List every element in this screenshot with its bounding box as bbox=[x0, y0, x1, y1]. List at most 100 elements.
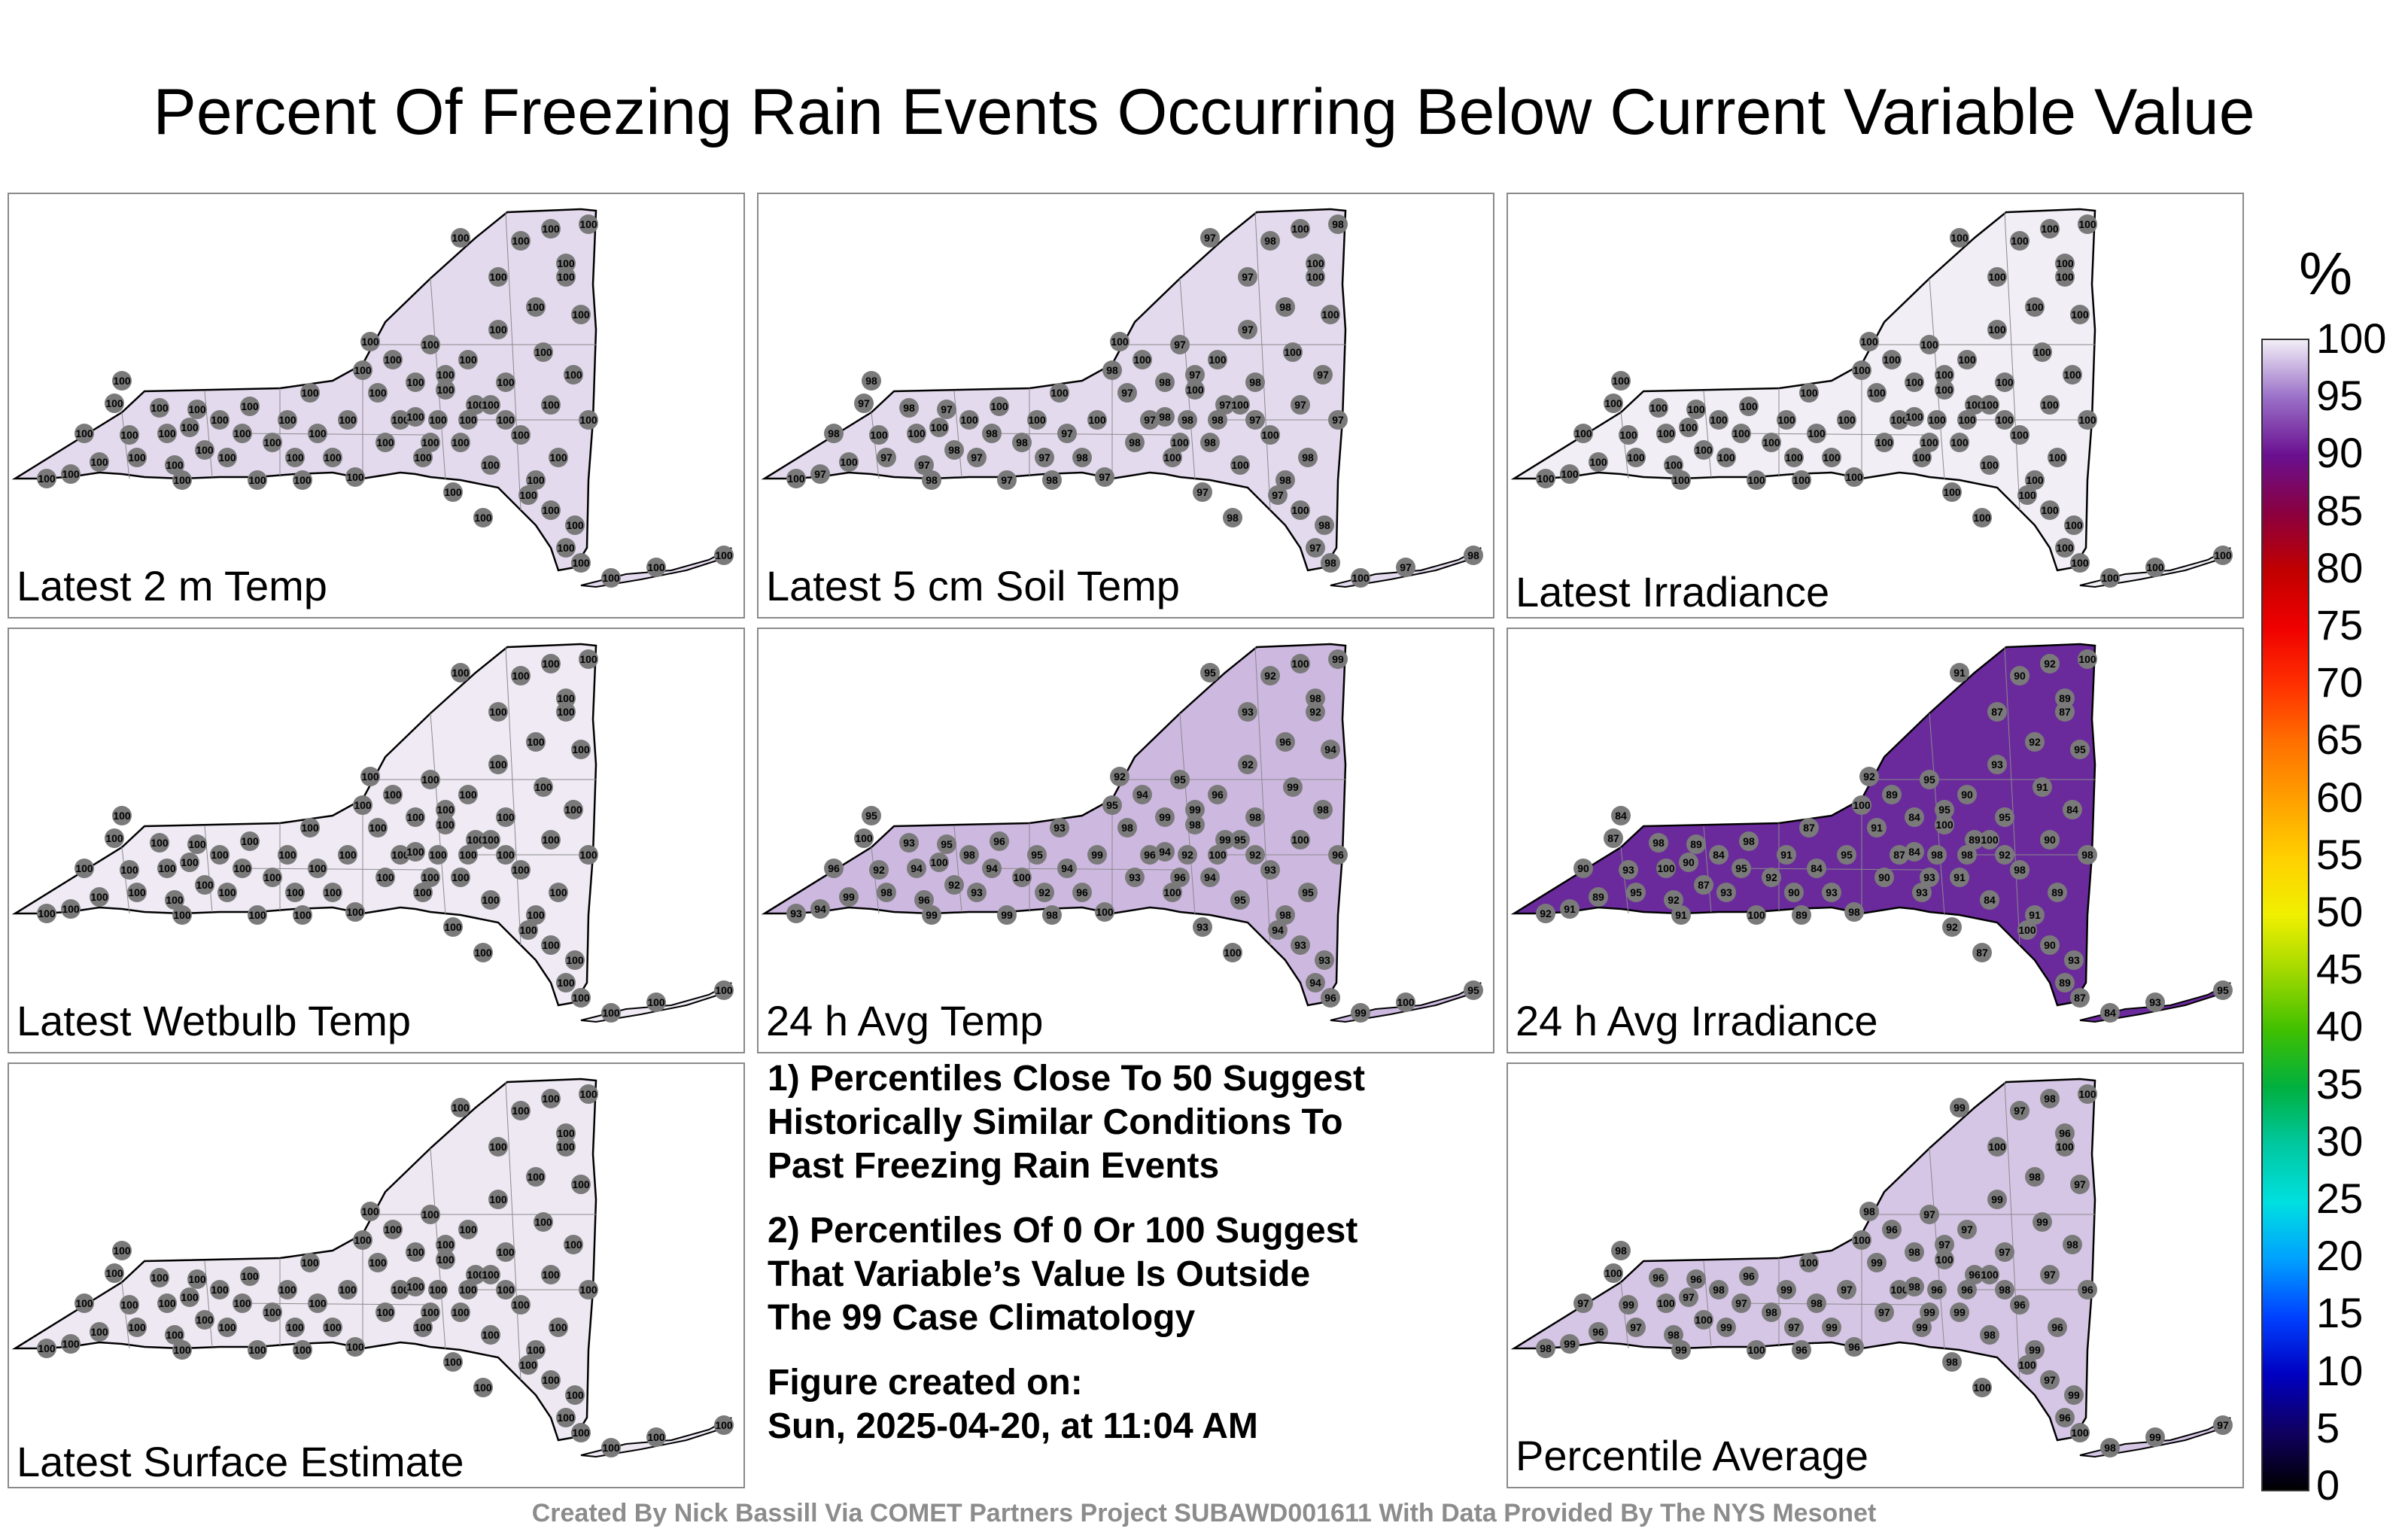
station-value: 100 bbox=[1163, 886, 1181, 898]
station-value: 100 bbox=[489, 706, 507, 718]
station-dot bbox=[564, 365, 583, 385]
station-value: 100 bbox=[241, 1270, 259, 1282]
station-value: 100 bbox=[579, 218, 597, 230]
station-value: 100 bbox=[930, 421, 948, 433]
station-marker: 84 bbox=[2100, 1003, 2120, 1023]
station-dot bbox=[165, 890, 184, 910]
station-value: 100 bbox=[421, 1306, 439, 1318]
station-dot bbox=[1072, 883, 1092, 902]
station-dot bbox=[1110, 767, 1130, 786]
station-value: 100 bbox=[647, 996, 665, 1008]
station-value: 100 bbox=[787, 473, 805, 485]
station-marker: 98 bbox=[1275, 470, 1295, 490]
station-dot bbox=[982, 424, 1002, 443]
station-marker: 100 bbox=[571, 740, 591, 759]
station-marker: 99 bbox=[1950, 1302, 1969, 1322]
station-value: 98 bbox=[1159, 411, 1171, 423]
station-marker: 100 bbox=[1732, 424, 1751, 443]
station-dot bbox=[1679, 853, 1698, 872]
station-value: 99 bbox=[1287, 781, 1299, 793]
station-dot bbox=[406, 407, 425, 427]
station-value: 90 bbox=[1961, 789, 1973, 801]
station-dot bbox=[1133, 785, 1152, 804]
station-marker: 100 bbox=[2048, 448, 2067, 467]
station-marker: 98 bbox=[1664, 1325, 1683, 1345]
station-marker: 96 bbox=[1882, 1220, 1902, 1239]
station-marker: 100 bbox=[571, 988, 591, 1008]
station-value: 99 bbox=[1622, 1299, 1634, 1311]
station-value: 100 bbox=[459, 849, 477, 861]
station-dot bbox=[413, 448, 433, 467]
station-marker: 99 bbox=[1671, 1340, 1691, 1360]
station-value: 100 bbox=[414, 451, 432, 464]
station-dot bbox=[451, 1302, 470, 1322]
station-dot bbox=[1042, 905, 1062, 925]
station-value: 95 bbox=[865, 810, 877, 822]
station-dot bbox=[383, 350, 403, 369]
station-marker: 100 bbox=[217, 1318, 237, 1337]
station-marker: 100 bbox=[187, 1269, 207, 1289]
station-marker: 100 bbox=[496, 845, 515, 865]
station-marker: 96 bbox=[1072, 883, 1092, 902]
station-marker: 100 bbox=[1095, 902, 1114, 922]
map-panel: 100 97 98 100 97 98 100 97 98 100 97 98 100 97 98 100 97… bbox=[757, 193, 1494, 619]
station-value: 100 bbox=[1604, 397, 1622, 409]
station-marker: 100 bbox=[786, 469, 806, 488]
station-marker: 100 bbox=[2070, 553, 2090, 573]
station-marker: 100 bbox=[1987, 320, 2007, 339]
station-dot bbox=[1626, 1318, 1646, 1337]
station-marker: 100 bbox=[74, 424, 94, 443]
station-dot bbox=[959, 410, 979, 430]
station-value: 100 bbox=[2056, 542, 2074, 554]
station-marker: 97 bbox=[1117, 383, 1137, 403]
station-marker: 98 bbox=[1313, 800, 1333, 819]
station-marker: 93 bbox=[899, 833, 919, 853]
station-value: 100 bbox=[572, 1427, 590, 1439]
station-dot bbox=[2055, 688, 2075, 708]
station-marker: 100 bbox=[263, 868, 282, 887]
station-marker: 98 bbox=[1178, 410, 1197, 430]
station-marker: 93 bbox=[967, 883, 987, 902]
station-dot bbox=[488, 320, 508, 339]
station-dot bbox=[360, 767, 380, 786]
county-boundary bbox=[2004, 646, 2020, 946]
station-marker: 100 bbox=[2025, 297, 2045, 317]
station-dot bbox=[436, 380, 455, 400]
station-dot bbox=[1193, 482, 1212, 502]
station-value: 100 bbox=[527, 301, 545, 313]
station-value: 96 bbox=[2081, 1284, 2093, 1296]
station-dot bbox=[1950, 433, 1969, 452]
station-marker: 100 bbox=[1799, 1253, 1819, 1272]
station-marker: 100 bbox=[511, 231, 531, 251]
station-dot bbox=[172, 905, 192, 925]
station-dot bbox=[1920, 770, 1939, 789]
station-marker: 100 bbox=[233, 1293, 252, 1313]
station-dot bbox=[541, 395, 561, 415]
station-value: 100 bbox=[2214, 549, 2232, 561]
station-dot bbox=[1027, 410, 1047, 430]
map-panel: 92 91 90 89 87 84 93 95 98 100 92 91 90 89 87 84 93 95 98 1… bbox=[1507, 628, 2244, 1053]
station-dot bbox=[1987, 267, 2007, 287]
station-marker: 97 bbox=[1215, 395, 1235, 415]
station-value: 100 bbox=[324, 451, 342, 464]
station-marker: 100 bbox=[443, 482, 463, 502]
station-value: 100 bbox=[1291, 834, 1309, 846]
station-value: 100 bbox=[1853, 799, 1871, 811]
station-marker: 100 bbox=[217, 448, 237, 467]
station-marker: 100 bbox=[278, 1280, 297, 1299]
station-marker: 100 bbox=[511, 1101, 531, 1120]
station-dot bbox=[1920, 1205, 1939, 1224]
station-marker: 100 bbox=[240, 831, 260, 851]
station-dot bbox=[1042, 470, 1062, 490]
station-value: 100 bbox=[527, 1344, 545, 1356]
station-dot bbox=[1732, 859, 1751, 878]
station-marker: 99 bbox=[1619, 1295, 1638, 1315]
station-marker: 97 bbox=[2070, 1175, 2090, 1194]
station-value: 100 bbox=[542, 834, 560, 846]
station-dot bbox=[233, 1293, 252, 1313]
station-value: 87 bbox=[2059, 706, 2071, 718]
station-value: 90 bbox=[1878, 871, 1890, 883]
station-dot bbox=[172, 1340, 192, 1360]
station-value: 100 bbox=[105, 832, 123, 844]
station-dot bbox=[914, 890, 934, 910]
